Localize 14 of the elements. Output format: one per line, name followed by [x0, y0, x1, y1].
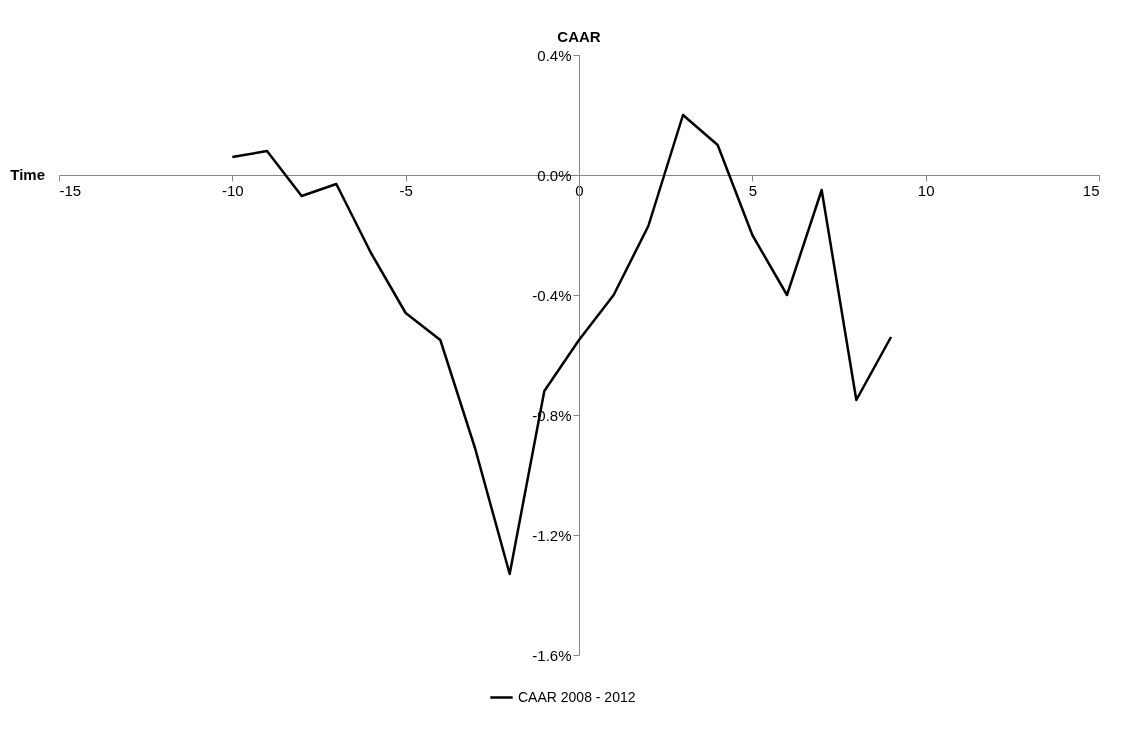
legend-label: CAAR 2008 - 2012 [518, 688, 636, 705]
x-tick-label: -5 [399, 181, 413, 199]
x-tick-label: -10 [221, 181, 244, 199]
y-tick-label: 0.0% [537, 166, 572, 184]
x-tick-label: -15 [59, 181, 82, 199]
y-tick-label: -1.2% [532, 526, 572, 544]
y-tick-label: 0.4% [537, 46, 572, 64]
x-tick-label: 10 [917, 181, 935, 199]
y-axis-title: CAAR [557, 28, 601, 45]
x-tick-label: 5 [748, 181, 758, 199]
y-tick-label: -1.6% [532, 646, 572, 664]
x-axis-title: Time [10, 166, 45, 183]
x-tick-label: 15 [1082, 181, 1100, 199]
y-tick-label: -0.4% [532, 286, 572, 304]
